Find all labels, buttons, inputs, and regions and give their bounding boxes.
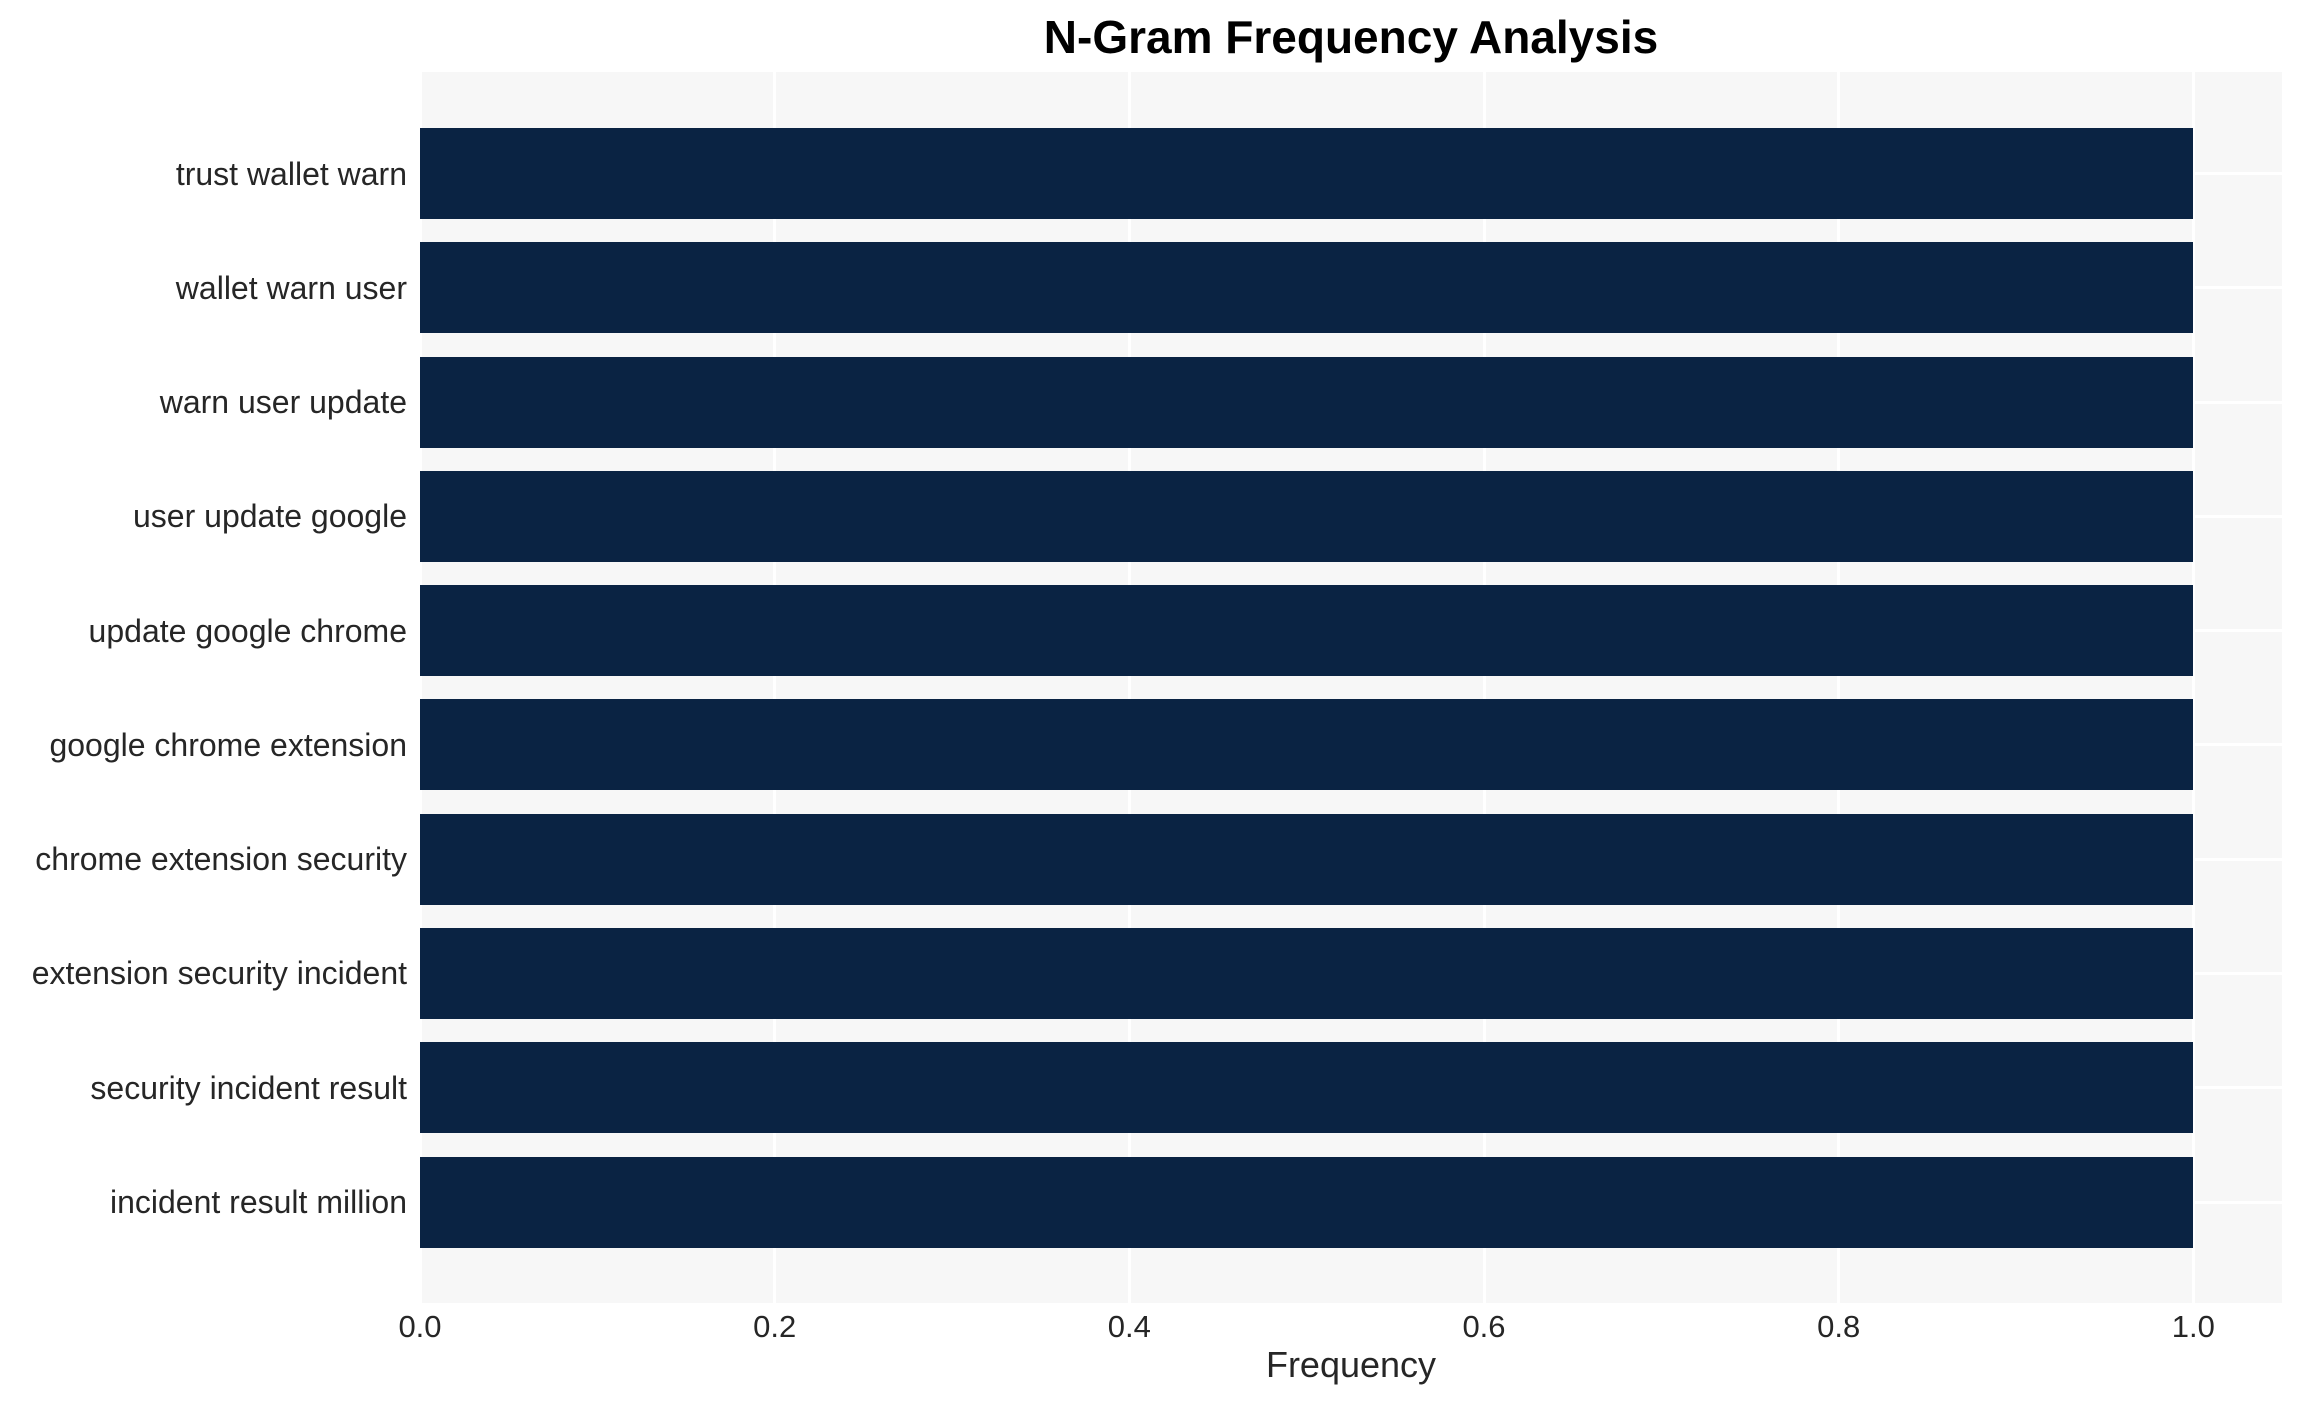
bar-chrome-extension-security xyxy=(420,813,2194,905)
plot-area xyxy=(420,72,2282,1303)
vertical-gridline xyxy=(1127,72,1131,1303)
y-tick-label: warn user update xyxy=(159,384,407,421)
vertical-gridline xyxy=(1837,72,1841,1303)
bar-security-incident-result xyxy=(420,1042,2194,1134)
y-tick-label: user update google xyxy=(133,498,407,535)
vertical-gridline xyxy=(1482,72,1486,1303)
y-tick-label: trust wallet warn xyxy=(175,155,407,192)
bar-google-chrome-extension xyxy=(420,699,2194,791)
x-tick-label: 0.0 xyxy=(398,1309,442,1344)
y-tick-label: wallet warn user xyxy=(175,269,407,306)
x-tick-label: 0.2 xyxy=(753,1309,797,1344)
chart-title: N-Gram Frequency Analysis xyxy=(1043,11,1659,63)
bar-update-google-chrome xyxy=(420,585,2194,677)
x-tick-label: 0.8 xyxy=(1817,1309,1861,1344)
vertical-gridline xyxy=(2191,72,2195,1303)
bar-trust-wallet-warn xyxy=(420,128,2194,220)
bar-extension-security-incident xyxy=(420,927,2194,1019)
x-axis-label: Frequency xyxy=(1265,1344,1437,1385)
y-tick-label: incident result million xyxy=(109,1184,407,1221)
bar-user-update-google xyxy=(420,470,2194,562)
y-tick-label: google chrome extension xyxy=(49,726,407,763)
y-tick-label: extension security incident xyxy=(31,955,407,992)
bar-wallet-warn-user xyxy=(420,242,2194,334)
x-tick-label: 0.6 xyxy=(1462,1309,1506,1344)
vertical-gridline xyxy=(773,72,777,1303)
y-tick-label: chrome extension security xyxy=(35,841,407,878)
x-tick-label: 1.0 xyxy=(2171,1309,2215,1344)
bar-incident-result-million xyxy=(420,1156,2194,1248)
y-tick-label: update google chrome xyxy=(88,612,407,649)
vertical-gridline xyxy=(420,72,422,1303)
y-tick-label: security incident result xyxy=(90,1069,407,1106)
bar-warn-user-update xyxy=(420,356,2194,448)
x-tick-label: 0.4 xyxy=(1107,1309,1151,1344)
